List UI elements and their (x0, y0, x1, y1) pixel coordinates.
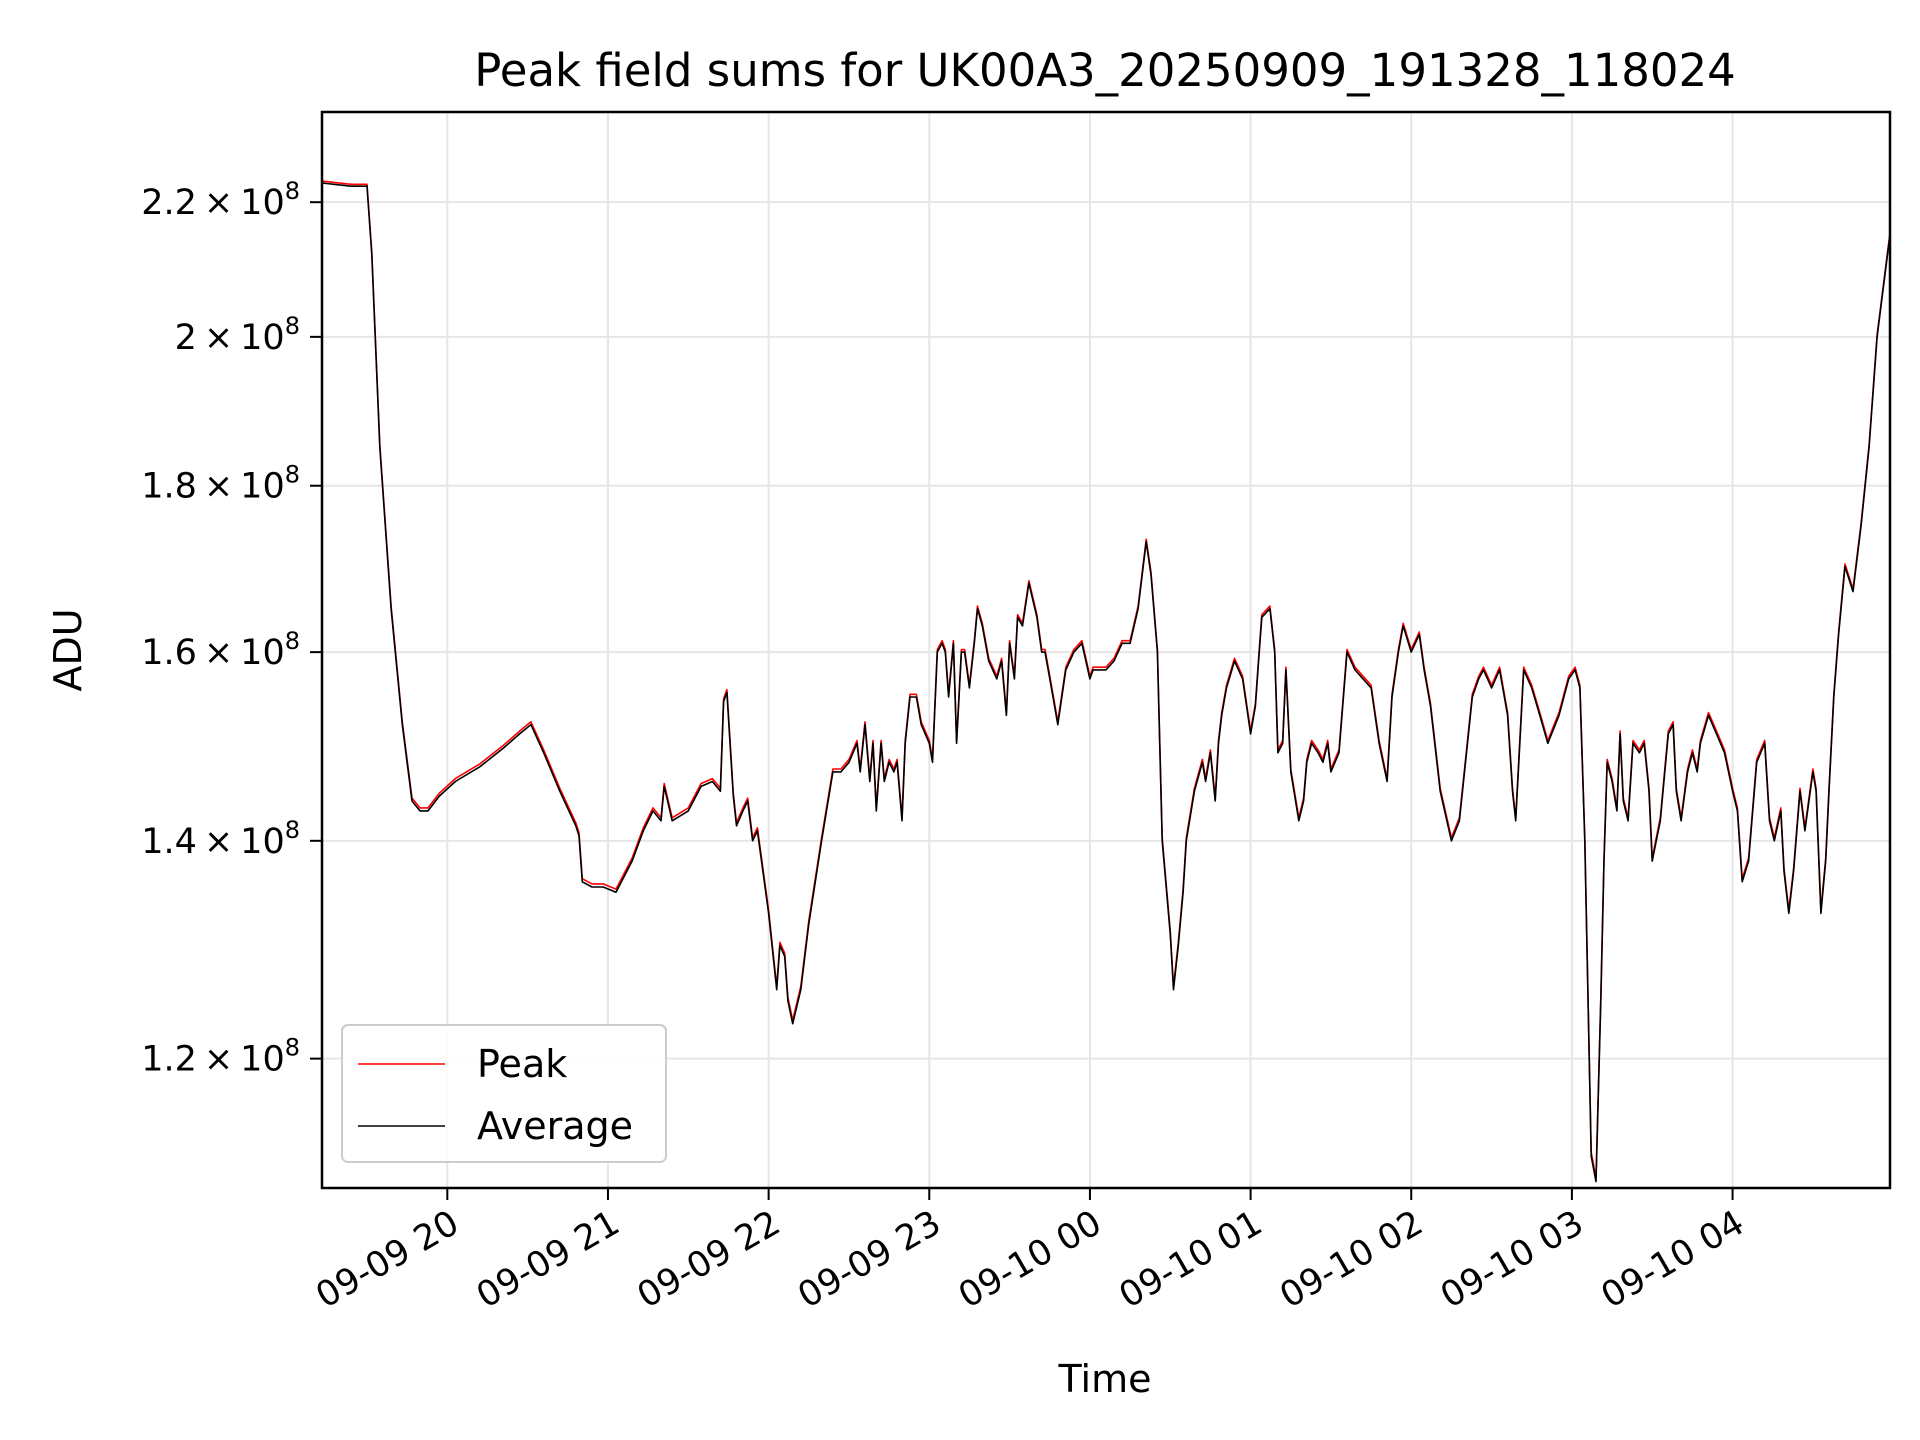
series-lines (321, 180, 1891, 1183)
y-tick-label: 1.4 × 108 (141, 816, 300, 862)
y-tick-label: 2.2 × 108 (141, 177, 300, 223)
y-tick-label: 1.6 × 108 (141, 627, 300, 673)
legend-box (341, 1024, 667, 1163)
y-tick-label: 2 × 108 (175, 312, 300, 358)
plot-frame (320, 110, 1892, 1190)
chart-title: Peak field sums for UK00A3_20250909_1913… (474, 44, 1736, 97)
y-axis-label: ADU (46, 608, 90, 691)
legend-label-peak: Peak (477, 1042, 567, 1086)
grid-lines (322, 112, 1890, 1188)
y-axis-ticks: 1.2 × 108 1.4 × 108 1.6 × 108 1.8 × 108 2 × … (141, 177, 322, 1080)
y-tick-label: 1.2 × 108 (141, 1034, 300, 1080)
x-axis-label: Time (1058, 1357, 1152, 1401)
legend-label-average: Average (477, 1104, 633, 1148)
legend: Peak Average (341, 1024, 667, 1163)
y-tick-label: 1.8 × 108 (141, 461, 300, 507)
series-line-average (321, 182, 1891, 1183)
